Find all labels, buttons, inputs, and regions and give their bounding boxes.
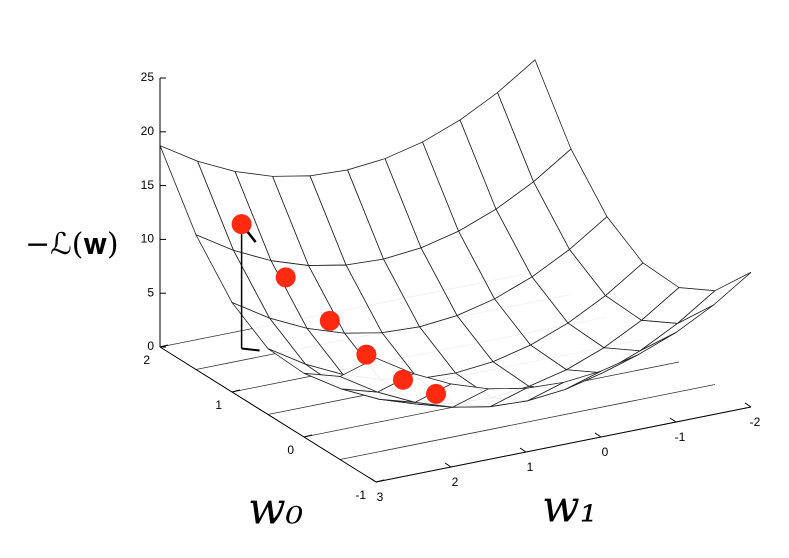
w0-tick-label: 0: [287, 443, 294, 457]
w1-tick-label: -1: [675, 430, 686, 444]
descent-point: [319, 310, 340, 331]
z-tick-label: 5: [147, 285, 154, 299]
descent-point: [275, 267, 296, 288]
w1-tick-label: 1: [527, 460, 534, 474]
floor-line: [339, 384, 716, 460]
w1-tick-label: 3: [377, 490, 384, 504]
surface-patch: [339, 357, 415, 393]
descent-point: [231, 214, 252, 235]
w1-tick: [744, 402, 752, 408]
w0-tick: [375, 479, 385, 483]
w0-tick: [303, 434, 313, 438]
w0-tick: [159, 344, 169, 348]
z-tick-label: 25: [141, 70, 155, 84]
w0-tick-label: 2: [143, 353, 150, 367]
z-tick-label: 0: [147, 339, 154, 353]
descent-point: [426, 383, 446, 404]
w1-tick: [594, 432, 602, 438]
drop-arrow: [241, 347, 260, 352]
w1-tick-label: -2: [750, 415, 761, 429]
descent-point: [356, 344, 377, 365]
w0-tick-label: 1: [215, 398, 222, 412]
w1-tick: [444, 462, 452, 468]
floor-edge: [375, 406, 752, 483]
w1-tick-label: 0: [602, 445, 609, 459]
floor-edge: [159, 346, 377, 483]
z-tick-label: 20: [141, 124, 155, 138]
z-tick-label: 15: [141, 178, 155, 192]
descent-point: [393, 369, 413, 390]
z-axis-label: −ℒ(𝐰): [25, 227, 119, 262]
w0-tick: [231, 389, 241, 393]
z-tick-label: 10: [141, 232, 155, 246]
w0-tick-label: -1: [355, 488, 366, 502]
w1-tick: [669, 417, 677, 423]
w0-axis-label: w₀: [248, 484, 304, 535]
w1-tick: [369, 477, 377, 483]
w1-tick-label: 2: [452, 475, 459, 489]
w1-tick: [519, 447, 527, 453]
w1-axis-label: w₁: [542, 482, 597, 533]
